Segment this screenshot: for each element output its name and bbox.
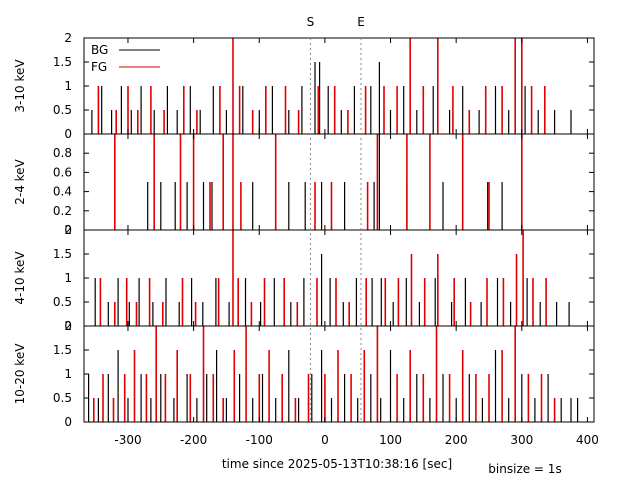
legend-label-fg: FG — [91, 60, 107, 74]
y-tick-label: 1.5 — [53, 247, 72, 261]
x-axis: -300 -200 -100 0 100 200 300 400 — [114, 433, 599, 447]
legend-label-bg: BG — [91, 43, 108, 57]
y-tick-label: 0 — [64, 127, 72, 141]
y-tick-label: 1 — [64, 271, 72, 285]
x-tick-label: -200 — [180, 433, 207, 447]
x-tick-label: 200 — [445, 433, 468, 447]
x-axis-label: time since 2025-05-13T10:38:16 [sec] — [222, 457, 452, 471]
y-tick-label: 1.5 — [53, 343, 72, 357]
y-tick-label: 1 — [64, 79, 72, 93]
x-tick-label: 100 — [379, 433, 402, 447]
y-tick-label: 0.8 — [53, 146, 72, 160]
x-tick-label: 300 — [510, 433, 533, 447]
y-tick-label: 0 — [64, 319, 72, 333]
y-tick-label: 0.4 — [53, 185, 72, 199]
y-axis-label: 2-4 keV — [13, 158, 27, 204]
y-tick-label: 0.6 — [53, 165, 72, 179]
y-tick-label: 0 — [64, 223, 72, 237]
y-tick-label: 0.5 — [53, 295, 72, 309]
marker-label: E — [357, 15, 365, 29]
y-tick-label: 0.5 — [53, 391, 72, 405]
y-axis-label: 10-20 keV — [13, 343, 27, 405]
x-tick-label: 0 — [321, 433, 329, 447]
x-tick-label: -300 — [114, 433, 141, 447]
panel-4: 0 0.5 1 1.5 2 10-20 keV — [13, 319, 595, 429]
y-tick-label: 2 — [64, 319, 72, 333]
panels-group: 0 0.5 1 1.5 2 3-10 keV 0 0.2 0.4 0.6 0.8 2-4 keV 0 0.… — [13, 31, 595, 429]
x-tick-label: -100 — [246, 433, 273, 447]
panel-3: 0 0.5 1 1.5 2 4-10 keV — [13, 223, 595, 333]
y-tick-label: 1.5 — [53, 55, 72, 69]
y-tick-label: 0 — [64, 415, 72, 429]
y-axis-label: 3-10 keV — [13, 59, 27, 113]
y-tick-label: 0.2 — [53, 204, 72, 218]
binsize-footnote: binsize = 1s — [488, 462, 561, 476]
marker-label: S — [307, 15, 315, 29]
y-tick-label: 2 — [64, 223, 72, 237]
y-axis-label: 4-10 keV — [13, 251, 27, 305]
y-tick-label: 2 — [64, 31, 72, 45]
legend: BG FG — [91, 43, 160, 74]
y-tick-label: 1 — [64, 367, 72, 381]
x-tick-label: 400 — [576, 433, 599, 447]
y-tick-label: 0.5 — [53, 103, 72, 117]
panel-1: 0 0.5 1 1.5 2 3-10 keV — [13, 31, 595, 141]
